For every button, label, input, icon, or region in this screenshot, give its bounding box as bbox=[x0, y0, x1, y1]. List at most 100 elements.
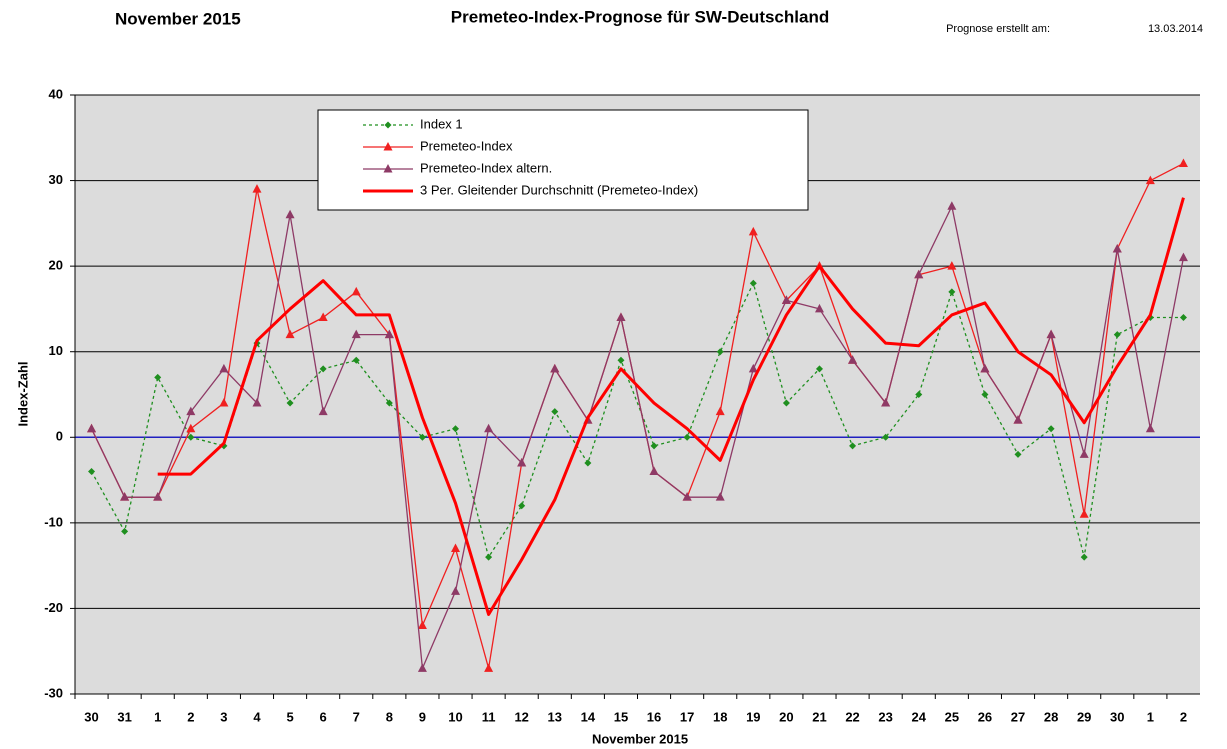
legend-label: Premeteo-Index altern. bbox=[420, 160, 552, 175]
point-marker bbox=[417, 663, 427, 672]
x-tick-label: 12 bbox=[514, 709, 528, 724]
y-tick-label: 10 bbox=[49, 343, 63, 358]
x-tick-label: 30 bbox=[84, 709, 98, 724]
x-tick-label: 1 bbox=[154, 709, 161, 724]
point-marker bbox=[285, 329, 295, 339]
x-tick-label: 13 bbox=[548, 709, 562, 724]
point-marker bbox=[748, 363, 758, 373]
x-tick-label: 22 bbox=[845, 709, 859, 724]
point-marker bbox=[849, 442, 857, 450]
series-line bbox=[90, 205, 1185, 669]
x-tick-label: 31 bbox=[117, 709, 131, 724]
legend-box bbox=[317, 109, 809, 211]
point-marker bbox=[517, 457, 527, 467]
y-tick-label: 0 bbox=[56, 429, 63, 444]
point-marker bbox=[1046, 329, 1056, 339]
x-tick-label: 24 bbox=[912, 709, 927, 724]
point-marker bbox=[187, 433, 195, 441]
point-marker bbox=[219, 363, 229, 373]
y-tick-label: 40 bbox=[49, 86, 63, 101]
point-marker bbox=[716, 348, 724, 356]
x-tick-label: 4 bbox=[253, 709, 261, 724]
point-marker bbox=[417, 620, 427, 630]
point-marker bbox=[485, 553, 493, 561]
point-marker bbox=[715, 492, 725, 501]
point-marker bbox=[87, 423, 97, 433]
point-marker bbox=[1014, 450, 1022, 458]
point-marker bbox=[1013, 415, 1023, 424]
point-marker bbox=[384, 121, 392, 129]
point-marker bbox=[1047, 425, 1055, 433]
point-marker bbox=[1145, 423, 1155, 433]
point-marker bbox=[286, 399, 294, 407]
x-tick-label: 17 bbox=[680, 709, 694, 724]
point-marker bbox=[617, 356, 625, 364]
series-line bbox=[157, 197, 1185, 616]
series-line bbox=[90, 282, 1184, 558]
point-marker bbox=[484, 423, 494, 433]
x-tick-label: 25 bbox=[945, 709, 959, 724]
point-marker bbox=[451, 586, 461, 595]
point-marker bbox=[451, 543, 461, 553]
x-tick-label: 2 bbox=[187, 709, 194, 724]
x-tick-label: 20 bbox=[779, 709, 793, 724]
point-marker bbox=[318, 312, 328, 321]
point-marker bbox=[550, 363, 560, 373]
point-marker bbox=[814, 303, 824, 313]
x-tick-label: 14 bbox=[581, 709, 596, 724]
y-axis-label: Index-Zahl bbox=[15, 361, 30, 426]
point-marker bbox=[1080, 553, 1088, 561]
point-marker bbox=[385, 399, 393, 407]
point-marker bbox=[748, 226, 758, 236]
point-marker bbox=[383, 164, 393, 173]
note-date: 13.03.2014 bbox=[1148, 23, 1203, 35]
point-marker bbox=[782, 399, 790, 407]
point-marker bbox=[484, 663, 494, 672]
point-marker bbox=[683, 433, 691, 441]
point-marker bbox=[915, 391, 923, 398]
point-marker bbox=[649, 466, 659, 476]
x-tick-label: 23 bbox=[878, 709, 892, 724]
y-tick-label: -10 bbox=[44, 514, 63, 529]
point-marker bbox=[1112, 244, 1122, 253]
point-marker bbox=[252, 184, 262, 193]
point-marker bbox=[219, 398, 229, 407]
point-marker bbox=[153, 492, 163, 501]
point-marker bbox=[980, 363, 990, 373]
point-marker bbox=[650, 442, 658, 450]
point-marker bbox=[781, 295, 791, 304]
point-marker bbox=[914, 269, 924, 279]
point-marker bbox=[351, 286, 361, 296]
y-tick-label: -30 bbox=[44, 685, 63, 700]
point-marker bbox=[616, 312, 626, 321]
legend-label: Index 1 bbox=[420, 116, 463, 131]
y-tick-label: 20 bbox=[49, 258, 63, 273]
point-marker bbox=[882, 433, 890, 441]
point-marker bbox=[318, 406, 328, 416]
point-marker bbox=[1113, 331, 1121, 339]
legend-label: 3 Per. Gleitender Durchschnitt (Premeteo… bbox=[420, 182, 698, 197]
point-marker bbox=[88, 468, 96, 476]
point-marker bbox=[285, 209, 295, 219]
point-marker bbox=[452, 425, 460, 433]
header-left: November 2015 bbox=[115, 9, 241, 28]
x-tick-label: 30 bbox=[1110, 709, 1124, 724]
point-marker bbox=[418, 433, 426, 441]
point-marker bbox=[848, 355, 858, 364]
x-tick-label: 15 bbox=[614, 709, 628, 724]
legend-label: Premeteo-Index bbox=[420, 138, 513, 153]
x-tick-label: 1 bbox=[1147, 709, 1154, 724]
point-marker bbox=[948, 288, 956, 296]
x-tick-label: 28 bbox=[1044, 709, 1058, 724]
point-marker bbox=[384, 329, 394, 339]
y-tick-label: -20 bbox=[44, 600, 63, 615]
x-tick-label: 26 bbox=[978, 709, 992, 724]
point-marker bbox=[981, 391, 989, 398]
x-tick-label: 3 bbox=[220, 709, 227, 724]
point-marker bbox=[186, 423, 196, 433]
point-marker bbox=[1178, 252, 1188, 262]
point-marker bbox=[749, 279, 757, 287]
x-tick-label: 16 bbox=[647, 709, 661, 724]
point-marker bbox=[186, 406, 196, 416]
